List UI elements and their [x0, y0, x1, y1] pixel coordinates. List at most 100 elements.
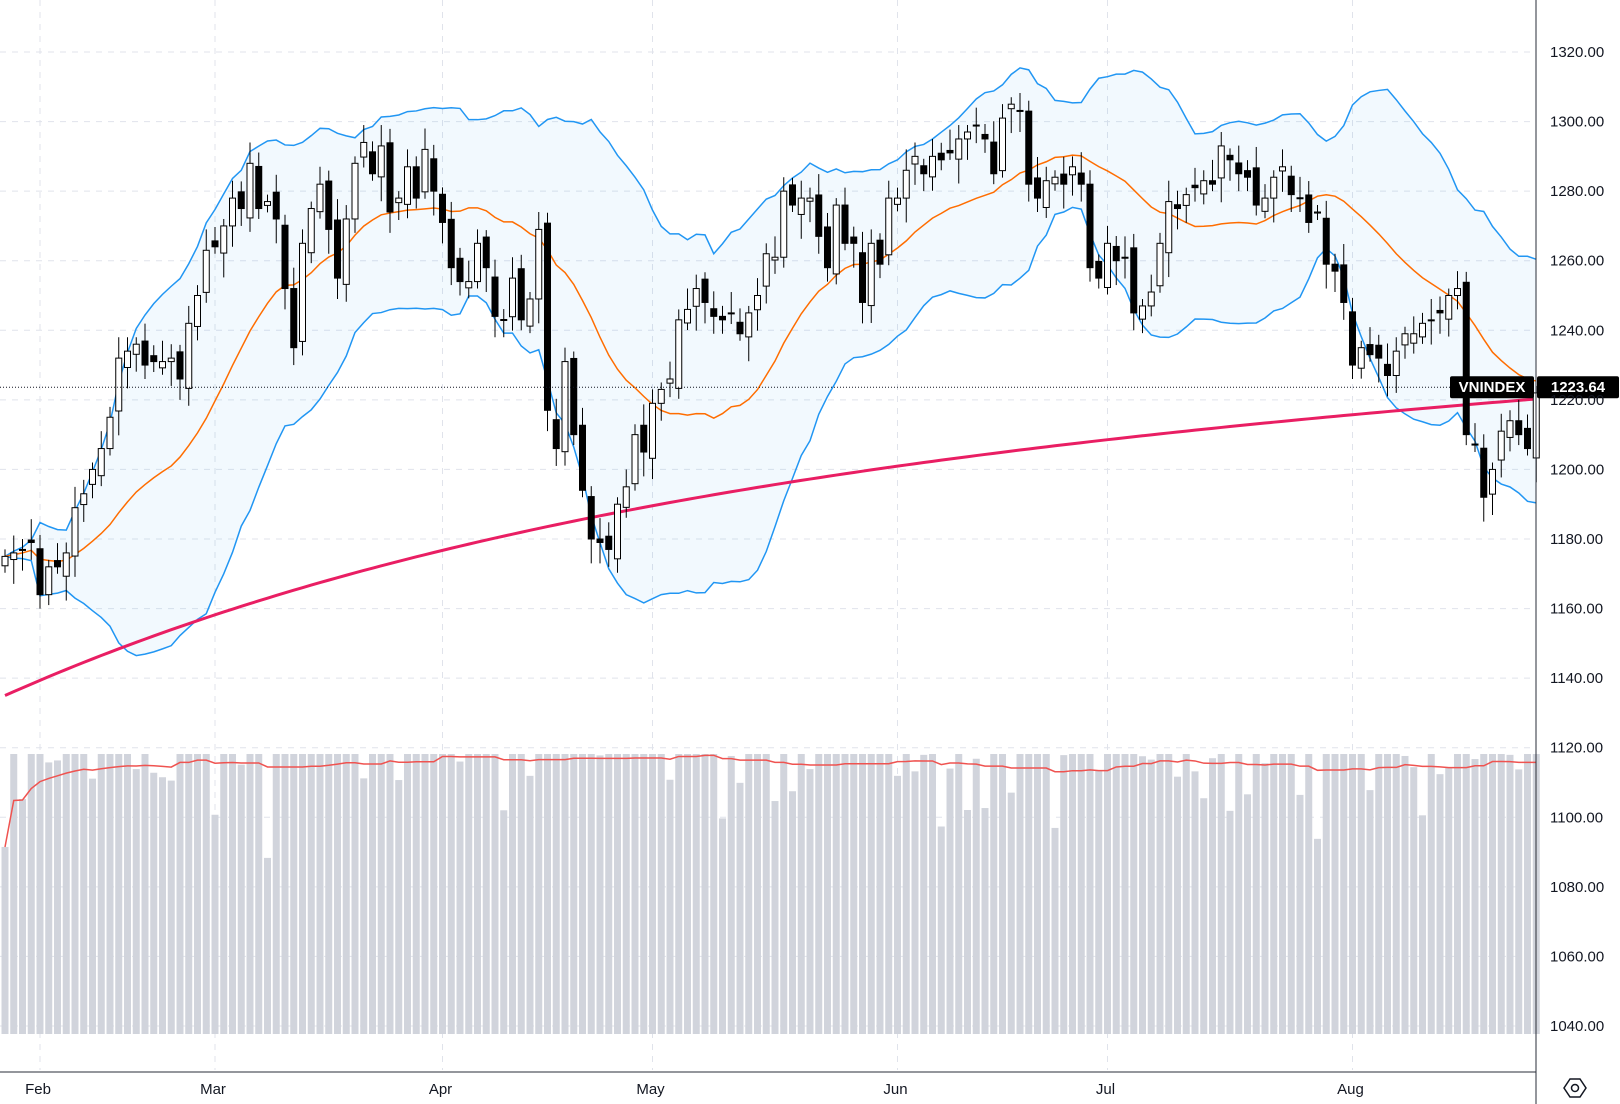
candle-body	[570, 357, 578, 436]
settings-icon[interactable]	[1563, 1078, 1587, 1098]
bollinger-lower	[4, 206, 1537, 657]
volume-bar	[561, 754, 569, 1034]
candle-body	[1025, 110, 1033, 185]
candle-body	[194, 295, 201, 327]
volume-bar	[552, 754, 560, 1034]
candle-body	[745, 312, 753, 338]
candle	[1322, 200, 1330, 289]
volume-bar	[1296, 794, 1304, 1034]
candle	[106, 406, 114, 456]
volume-bars	[1, 754, 1540, 1034]
volume-bar	[1016, 754, 1024, 1034]
candle	[1077, 152, 1085, 202]
volume-ma-line	[4, 754, 1537, 848]
candle-body	[666, 378, 674, 384]
x-tick-label: Apr	[429, 1081, 452, 1098]
candle	[211, 226, 219, 254]
candle	[272, 174, 280, 244]
candle-body	[832, 204, 840, 275]
volume-bar	[316, 754, 324, 1034]
volume-bar	[369, 754, 376, 1034]
candle-body	[1357, 347, 1365, 369]
candle	[237, 181, 245, 226]
volume-bar	[614, 754, 621, 1034]
volume-bar	[631, 754, 639, 1034]
volume-bar	[106, 754, 114, 1034]
candle-body	[1139, 305, 1146, 320]
volume-bar	[937, 826, 945, 1034]
candle	[377, 125, 385, 202]
volume-bar	[517, 754, 525, 1034]
candle	[832, 198, 840, 285]
candle	[1174, 190, 1181, 230]
volume-bar	[1, 846, 9, 1034]
candle	[622, 469, 630, 518]
bollinger-basis	[4, 154, 1537, 563]
volume-bar	[1139, 756, 1146, 1034]
candle	[999, 104, 1006, 178]
volume-bar	[596, 755, 604, 1034]
volume-bar	[202, 754, 210, 1034]
candle	[456, 247, 464, 296]
candle	[439, 187, 446, 244]
candle	[141, 323, 149, 379]
candle	[596, 518, 604, 564]
candle	[1410, 316, 1418, 354]
candle-body	[36, 548, 44, 596]
candle	[640, 404, 648, 477]
volume-bar	[850, 754, 858, 1034]
volume-bar	[841, 754, 849, 1034]
volume-bar	[1165, 754, 1173, 1034]
candle-body	[1235, 162, 1243, 175]
volume-bar	[334, 754, 341, 1034]
candle-body	[1471, 443, 1479, 446]
candle	[1419, 312, 1426, 344]
volume-bar	[692, 754, 700, 1034]
candle-body	[1497, 430, 1505, 461]
volume-bar	[141, 754, 149, 1034]
volume-bar	[447, 754, 455, 1034]
volume-bar	[1191, 771, 1199, 1034]
candle	[894, 187, 901, 212]
volume-bar	[806, 769, 814, 1034]
candle-body	[631, 434, 639, 485]
candle-body	[1034, 177, 1041, 199]
volume-bar	[1182, 754, 1190, 1034]
candle-body	[1112, 245, 1120, 262]
candle-body	[1156, 242, 1164, 287]
volume-bar	[780, 754, 788, 1034]
candle-body	[1392, 350, 1400, 377]
candle-body	[955, 138, 963, 160]
volume-bar	[1060, 755, 1068, 1034]
candle-body	[54, 560, 61, 568]
candle	[1165, 180, 1173, 278]
candle	[1007, 97, 1015, 134]
candle	[36, 534, 44, 609]
candle	[150, 345, 158, 373]
candle	[762, 243, 770, 304]
candle	[1147, 274, 1155, 317]
candle	[1366, 327, 1374, 362]
candle-body	[89, 468, 96, 485]
candle-body	[1314, 211, 1321, 214]
candle-body	[482, 236, 490, 269]
volume-bar	[45, 762, 53, 1034]
volume-bar	[1174, 776, 1181, 1034]
candle	[159, 340, 166, 375]
candle-body	[1182, 194, 1190, 206]
volume-bar	[167, 780, 175, 1034]
candle-body	[386, 142, 394, 213]
candle	[290, 267, 298, 366]
candle	[929, 138, 936, 191]
volume-bar	[1515, 769, 1523, 1034]
volume-bar	[797, 754, 805, 1034]
x-tick-label: Feb	[25, 1081, 51, 1098]
candle-body	[622, 486, 630, 508]
candle-body	[517, 268, 525, 321]
candle-body	[815, 194, 823, 237]
volume-bar	[946, 768, 954, 1034]
candle-body	[657, 388, 665, 404]
volume-bar	[640, 754, 648, 1034]
candle-body	[447, 218, 455, 269]
